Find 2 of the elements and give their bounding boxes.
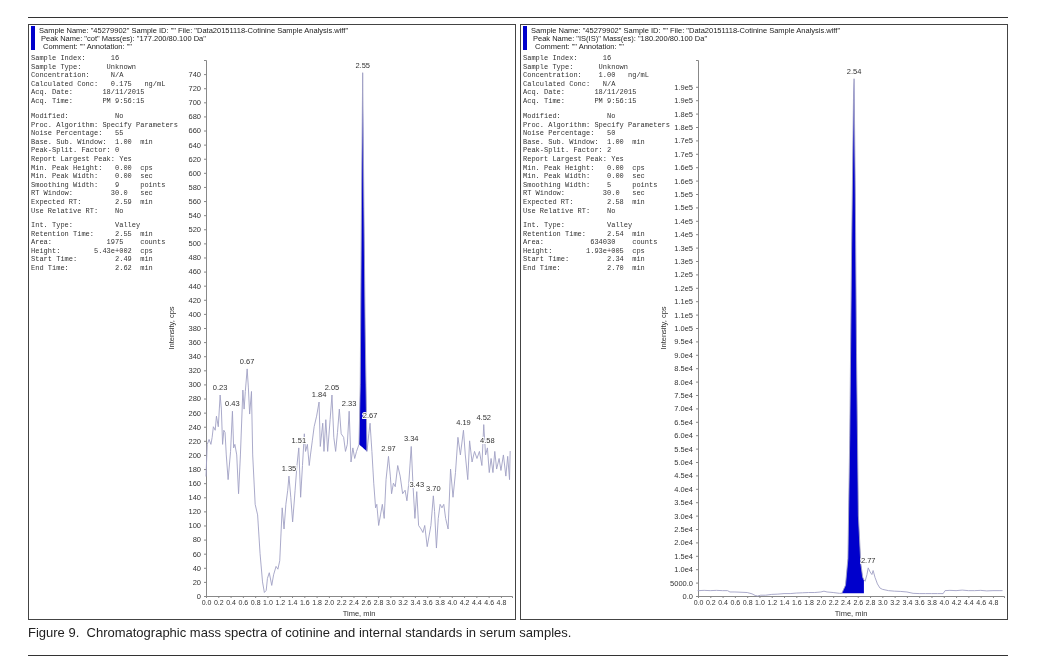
line-series [205, 72, 511, 593]
caption: Figure 9. Chromatographic mass spectra of cotinine and internal standards in serum samples. [28, 625, 572, 640]
